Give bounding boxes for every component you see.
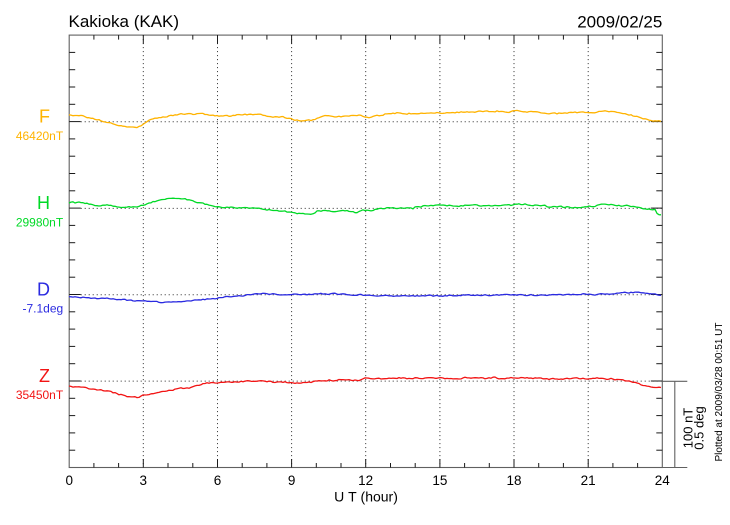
svg-text:46420nT: 46420nT bbox=[16, 129, 64, 143]
svg-text:H: H bbox=[37, 193, 50, 213]
svg-text:9: 9 bbox=[288, 473, 296, 488]
svg-text:3: 3 bbox=[140, 473, 148, 488]
svg-text:100 nT: 100 nT bbox=[681, 408, 696, 449]
svg-text:12: 12 bbox=[358, 473, 373, 488]
svg-text:0: 0 bbox=[65, 473, 73, 488]
svg-text:0.5 deg: 0.5 deg bbox=[691, 406, 706, 449]
svg-text:29980nT: 29980nT bbox=[16, 215, 64, 229]
svg-text:Z: Z bbox=[39, 366, 50, 386]
svg-text:-7.1deg: -7.1deg bbox=[22, 302, 63, 316]
svg-text:6: 6 bbox=[214, 473, 222, 488]
svg-text:Kakioka (KAK): Kakioka (KAK) bbox=[69, 12, 180, 31]
svg-text:15: 15 bbox=[432, 473, 447, 488]
svg-text:U T (hour): U T (hour) bbox=[334, 488, 398, 504]
svg-text:21: 21 bbox=[581, 473, 596, 488]
svg-text:Plotted at 2009/03/28 00:51 UT: Plotted at 2009/03/28 00:51 UT bbox=[714, 323, 725, 462]
svg-text:2009/02/25: 2009/02/25 bbox=[577, 12, 662, 31]
svg-text:F: F bbox=[39, 107, 50, 127]
svg-text:D: D bbox=[37, 279, 50, 299]
svg-text:18: 18 bbox=[506, 473, 521, 488]
svg-text:24: 24 bbox=[655, 473, 671, 488]
svg-text:35450nT: 35450nT bbox=[16, 388, 64, 402]
